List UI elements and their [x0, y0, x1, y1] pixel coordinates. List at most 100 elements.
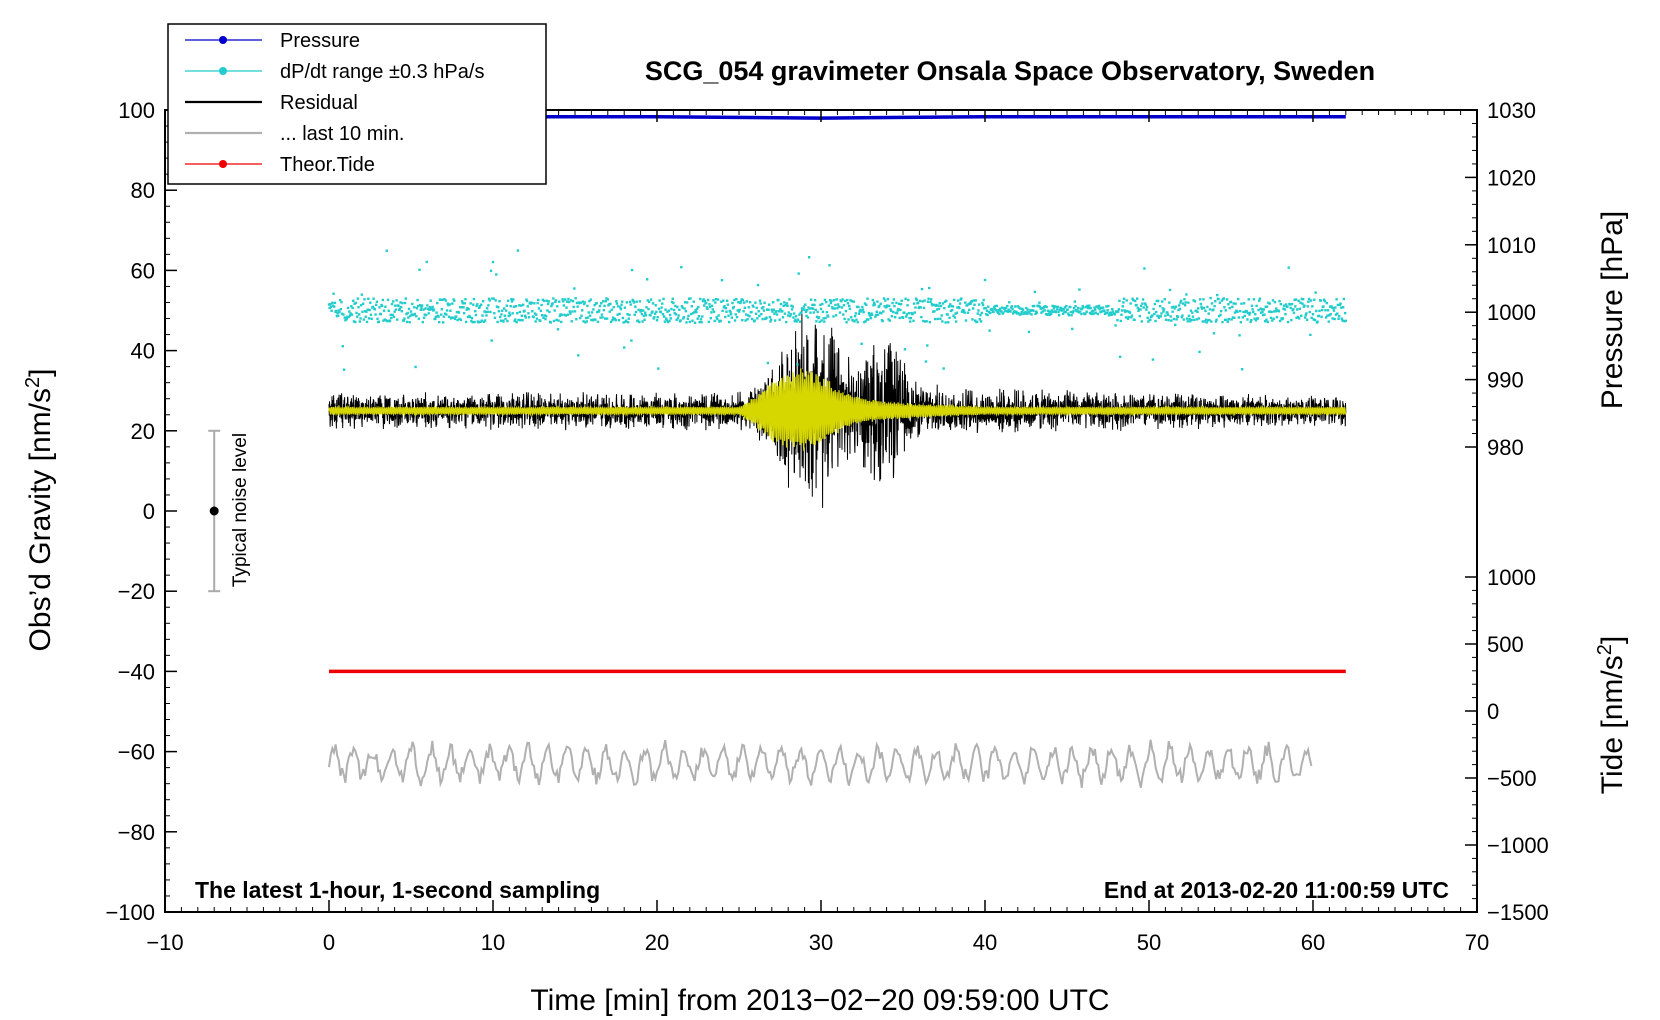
dpdt-point: [720, 300, 723, 303]
dpdt-point: [1205, 321, 1208, 324]
dpdt-point: [374, 313, 377, 316]
dpdt-point: [356, 315, 359, 318]
dpdt-point: [1073, 300, 1077, 303]
dpdt-point: [559, 313, 562, 316]
dpdt-point: [829, 301, 833, 305]
dpdt-point: [1032, 309, 1035, 312]
dpdt-point: [1126, 310, 1129, 313]
dpdt-point: [1298, 317, 1301, 320]
dpdt-point: [1130, 316, 1133, 319]
dpdt-point: [495, 273, 498, 276]
dpdt-point: [1253, 317, 1256, 320]
dpdt-point: [1021, 308, 1025, 312]
dpdt-point: [1134, 299, 1137, 303]
dpdt-point: [985, 313, 988, 316]
dpdt-point: [409, 314, 412, 318]
dpdt-point: [813, 303, 816, 307]
dpdt-point: [1329, 312, 1332, 316]
dpdt-point: [634, 305, 637, 308]
dpdt-point: [375, 300, 379, 303]
dpdt-point: [1248, 311, 1252, 315]
dpdt-point: [981, 301, 984, 305]
dpdt-point: [825, 310, 829, 314]
dpdt-point: [1096, 312, 1100, 316]
dpdt-point: [507, 314, 510, 318]
dpdt-point: [939, 304, 943, 308]
dpdt-point: [680, 304, 684, 308]
dpdt-point: [535, 313, 538, 316]
dpdt-point: [1116, 310, 1120, 313]
dpdt-point: [935, 303, 938, 307]
dpdt-point: [1277, 310, 1281, 313]
dpdt-point: [607, 303, 611, 306]
dpdt-point: [760, 306, 764, 310]
dpdt-point: [1255, 304, 1258, 308]
dpdt-point: [370, 317, 373, 321]
dpdt-point: [1136, 306, 1140, 310]
dpdt-point: [1341, 305, 1345, 309]
dpdt-point: [1040, 307, 1044, 310]
dpdt-point: [502, 320, 505, 323]
dpdt-point: [1215, 318, 1218, 321]
dpdt-point: [1076, 309, 1079, 312]
dpdt-point: [864, 320, 867, 323]
dpdt-point: [1006, 310, 1010, 313]
dpdt-point: [666, 320, 670, 324]
dpdt-point: [838, 305, 841, 309]
dpdt-point: [687, 314, 690, 318]
dpdt-point: [663, 315, 666, 318]
dpdt-point: [848, 304, 851, 308]
dpdt-point: [561, 300, 565, 303]
dpdt-point: [348, 314, 352, 317]
dpdt-point: [1013, 305, 1017, 308]
dpdt-point: [903, 311, 906, 314]
dpdt-point: [1045, 305, 1048, 309]
dpdt-point: [741, 298, 745, 302]
dpdt-point: [586, 316, 590, 319]
x-tick-label: 30: [809, 930, 833, 955]
dpdt-point: [1192, 299, 1195, 302]
dpdt-point: [435, 311, 438, 314]
dpdt-point: [806, 316, 810, 319]
dpdt-point: [678, 308, 681, 312]
dpdt-point: [1097, 304, 1101, 308]
dpdt-point: [869, 314, 872, 317]
dpdt-point: [643, 318, 646, 321]
dpdt-point: [1118, 299, 1121, 303]
dpdt-point: [752, 305, 755, 308]
dpdt-point: [674, 313, 678, 316]
dpdt-point: [563, 298, 567, 301]
dpdt-point: [525, 299, 529, 303]
dpdt-point: [1214, 300, 1217, 303]
dpdt-point: [1279, 302, 1283, 306]
dpdt-point: [567, 297, 570, 301]
dpdt-point: [1325, 301, 1328, 305]
dpdt-point: [1301, 298, 1305, 301]
dpdt-point: [736, 309, 739, 312]
dpdt-point: [362, 318, 365, 321]
dpdt-point: [1237, 316, 1241, 319]
dpdt-point: [417, 304, 420, 308]
dpdt-point: [1303, 304, 1306, 307]
dpdt-point: [670, 300, 674, 304]
dpdt-point: [1195, 318, 1199, 321]
dpdt-point: [338, 310, 341, 314]
dpdt-point: [649, 314, 652, 317]
dpdt-point: [646, 299, 650, 302]
dpdt-point: [515, 320, 518, 324]
dpdt-point: [1131, 297, 1134, 301]
dpdt-point: [588, 314, 592, 317]
dpdt-point: [392, 300, 395, 303]
dpdt-point: [655, 319, 659, 322]
dpdt-point: [1172, 305, 1175, 309]
dpdt-point: [342, 313, 345, 316]
dpdt-point: [1010, 306, 1013, 309]
dpdt-point: [893, 304, 896, 308]
dpdt-point: [547, 300, 550, 303]
dpdt-point: [905, 313, 909, 316]
dpdt-point: [1269, 316, 1273, 320]
dpdt-point: [813, 298, 817, 302]
dpdt-point: [785, 320, 788, 324]
dpdt-point: [644, 313, 648, 317]
dpdt-point: [499, 319, 503, 322]
